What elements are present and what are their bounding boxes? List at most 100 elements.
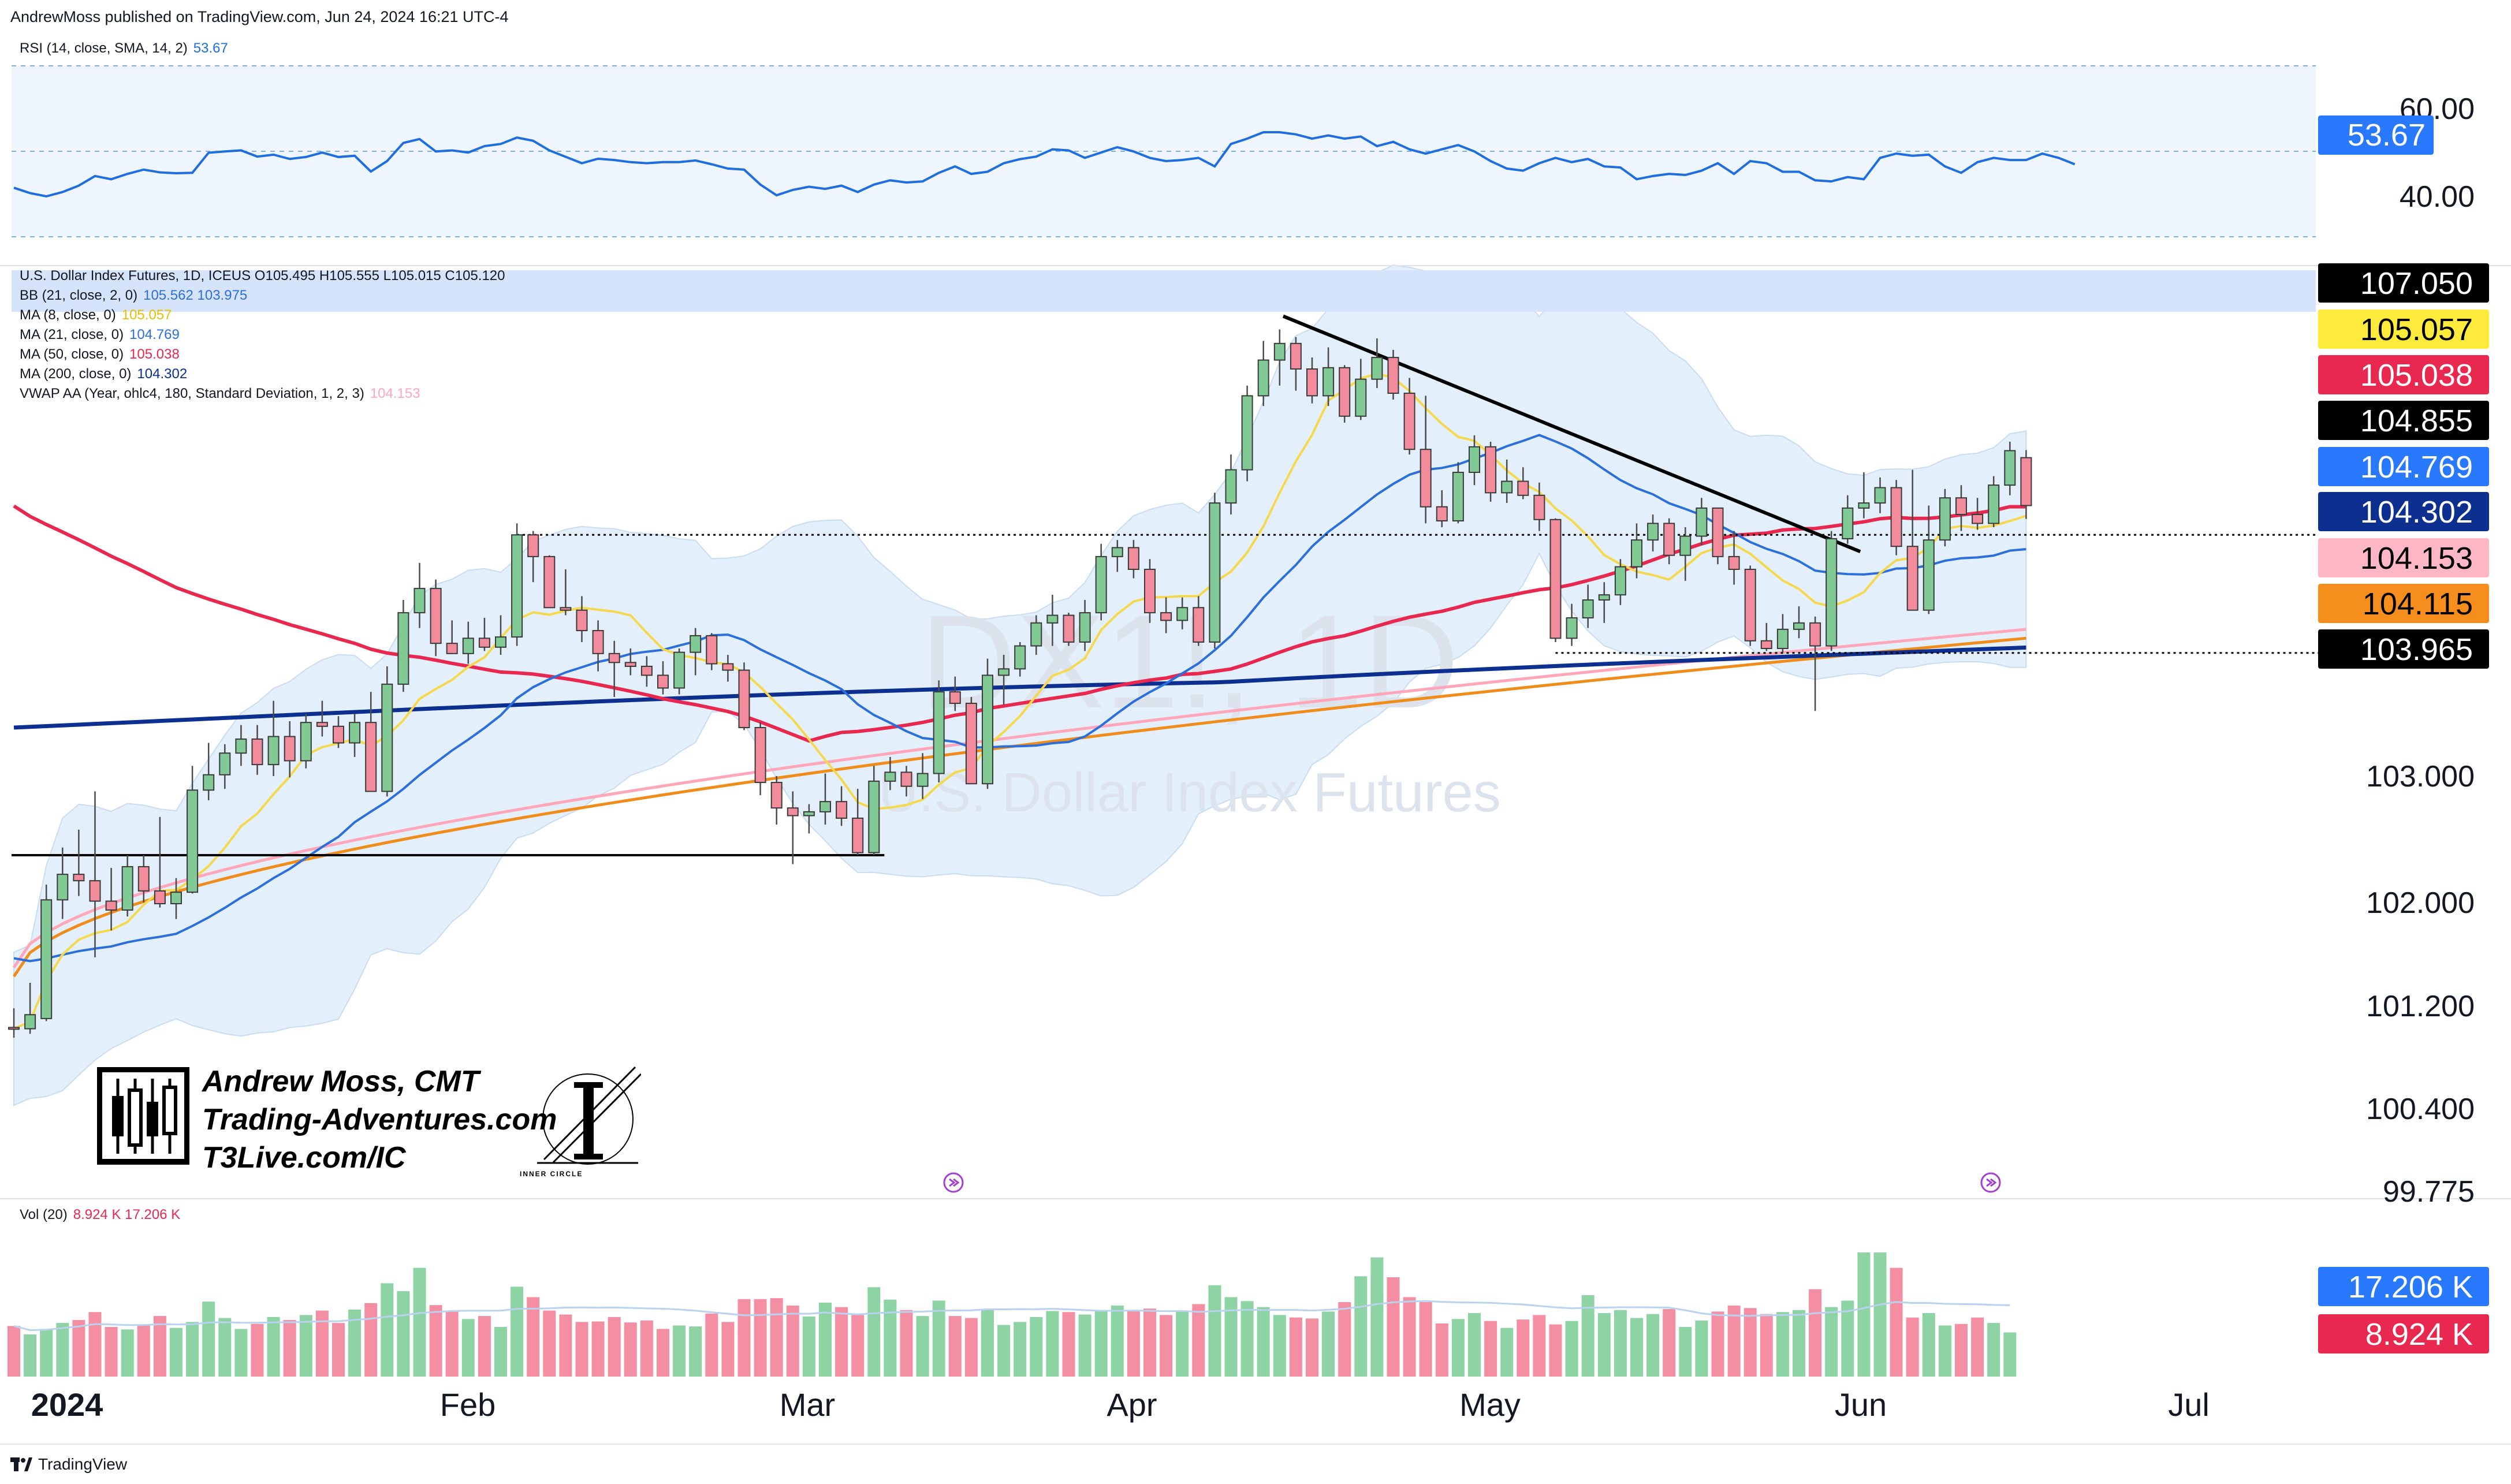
candle-body	[1209, 502, 1221, 643]
candle-body	[1955, 497, 1967, 515]
candle-body	[657, 674, 669, 689]
volume-bar	[1322, 1311, 1335, 1377]
candle-body	[154, 890, 166, 905]
candle-body	[1452, 472, 1464, 522]
ma21-legend-value: 104.769	[129, 327, 180, 342]
price-tag	[2318, 629, 2489, 669]
rsi-pane	[12, 65, 2316, 237]
price-tag	[2318, 263, 2489, 303]
price-tick-label: 102.000	[2366, 886, 2475, 920]
candle-body	[57, 874, 69, 901]
candle-body	[1485, 446, 1497, 494]
volume-bar	[1760, 1314, 1773, 1377]
candle-body	[576, 609, 588, 632]
candle-body	[1923, 539, 1935, 611]
volume-bar	[153, 1316, 166, 1377]
volume-bar	[640, 1320, 653, 1377]
bb-header-band	[12, 270, 2316, 312]
volume-legend-label: Vol (20)	[20, 1207, 68, 1222]
volume-bar	[964, 1318, 978, 1377]
candle-body	[1614, 566, 1626, 596]
rsi-legend-value: 53.67	[193, 40, 228, 56]
volume-bar	[851, 1315, 865, 1377]
volume-bar	[1776, 1312, 1789, 1377]
volume-bar	[1614, 1310, 1627, 1377]
price-tag	[2318, 584, 2489, 623]
price-tag	[2318, 447, 2489, 486]
rsi-tag-label: 53.67	[2348, 118, 2426, 152]
volume-bar	[543, 1310, 556, 1377]
volume-bar	[1922, 1313, 1935, 1377]
volume-bar	[1695, 1320, 1708, 1377]
volume-bar	[1663, 1309, 1676, 1377]
volume-bar	[1094, 1311, 1108, 1377]
candle-body	[1501, 480, 1513, 494]
candle-body	[998, 668, 1010, 676]
volume-bar	[1809, 1289, 1822, 1377]
rsi-legend: RSI (14, close, SMA, 14, 2) 53.67	[20, 40, 228, 57]
rsi-line	[13, 131, 2076, 198]
candle-body	[8, 1027, 20, 1030]
volume-bar	[770, 1298, 783, 1377]
watermark-symbol: DX1!, 1D	[920, 587, 1459, 736]
price-tick-label: 103.000	[2366, 760, 2475, 793]
volume-pane	[8, 1252, 2017, 1377]
candle-body	[884, 771, 896, 782]
volume-bar	[1873, 1252, 1887, 1377]
volume-bar	[1273, 1315, 1286, 1377]
candle-body	[1858, 502, 1870, 509]
candle-body	[900, 771, 912, 787]
volume-bar	[591, 1321, 605, 1377]
time-tick-label: Jun	[1835, 1386, 1887, 1423]
candle-body	[1517, 480, 1529, 496]
candle-body	[527, 534, 539, 557]
volume-tag-label: 17.206 K	[2348, 1270, 2473, 1304]
candle-body	[1014, 645, 1026, 670]
volume-bar	[8, 1326, 20, 1377]
candle-body	[836, 801, 848, 819]
candle-body	[1111, 547, 1123, 557]
candle-body	[1663, 523, 1675, 556]
candle-body	[560, 607, 572, 611]
candle-body	[1906, 546, 1918, 611]
volume-tag-label: 8.924 K	[2365, 1317, 2473, 1352]
volume-bar	[916, 1316, 929, 1377]
volume-bar	[2003, 1332, 2017, 1377]
volume-bar	[218, 1318, 232, 1377]
volume-bar	[121, 1329, 134, 1377]
candle-body	[413, 588, 426, 614]
price-tag-label: 104.769	[2360, 450, 2473, 484]
inner-circle-logo	[537, 1066, 641, 1165]
time-tick-label: Mar	[780, 1386, 835, 1423]
price-tick-label: 100.400	[2366, 1093, 2475, 1126]
volume-bar	[737, 1299, 751, 1377]
volume-bar	[1143, 1308, 1156, 1377]
candle-body	[1193, 607, 1205, 643]
candle-body	[1306, 368, 1318, 397]
volume-bar	[445, 1311, 459, 1377]
volume-bar	[1192, 1304, 1205, 1377]
candle-body	[381, 683, 393, 792]
candle-body	[1549, 519, 1562, 639]
candle-body	[624, 662, 636, 667]
volume-bar	[997, 1325, 1011, 1377]
volume-bar	[1046, 1311, 1059, 1377]
time-tick-label: May	[1459, 1386, 1521, 1423]
volume-bar	[1743, 1308, 1757, 1377]
volume-bar	[429, 1305, 442, 1377]
time-tick-label: Feb	[440, 1386, 496, 1423]
ma21-legend-label: MA (21, close, 0)	[20, 327, 124, 342]
candle-body	[1776, 628, 1789, 649]
candle-body	[965, 703, 977, 785]
volume-bar	[56, 1323, 69, 1377]
price-tag	[2318, 310, 2489, 349]
volume-bar	[802, 1316, 815, 1377]
candle-body	[495, 636, 506, 648]
volume-bar	[1419, 1302, 1432, 1377]
volume-bar	[1971, 1317, 1984, 1377]
volume-bar	[299, 1315, 312, 1377]
candle-body	[1696, 507, 1708, 537]
candle-body	[949, 691, 961, 704]
volume-bar	[527, 1297, 540, 1377]
